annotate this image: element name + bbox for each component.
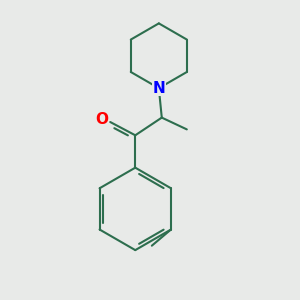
Text: O: O bbox=[95, 112, 109, 127]
Text: N: N bbox=[152, 81, 165, 96]
